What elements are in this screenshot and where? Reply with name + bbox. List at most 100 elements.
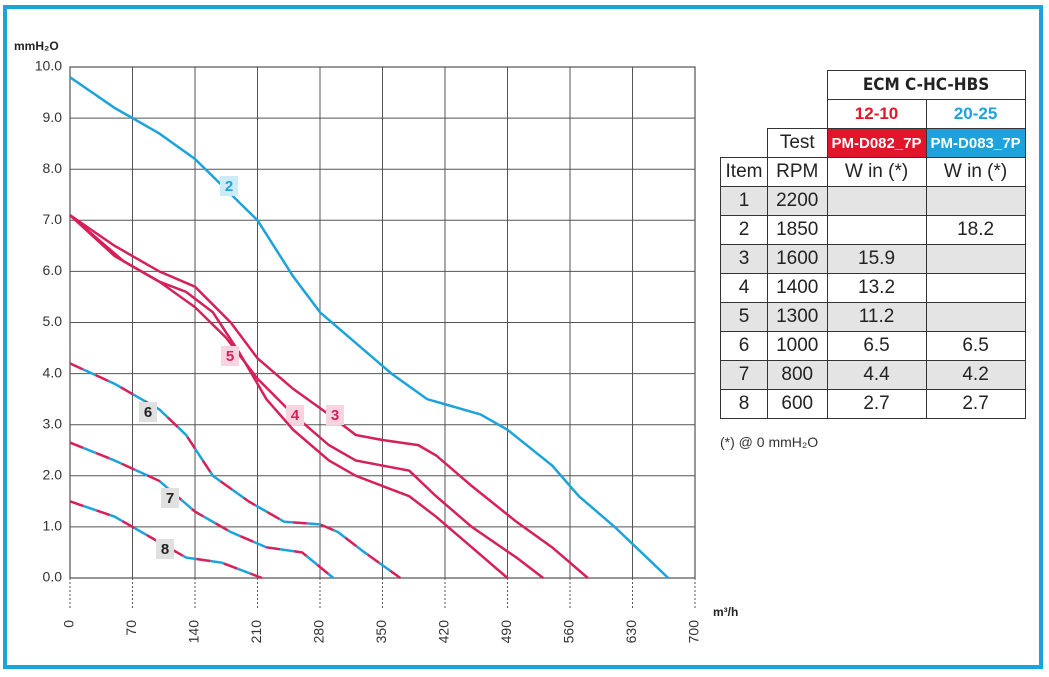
curve-label: 2 [225,178,233,195]
table-cell [925,273,1026,303]
x-tick-label: 210 [248,620,264,644]
table-row: 3 1600 15.9 [720,244,1026,274]
table-group-header: ECM C-HC-HBS [826,70,1026,100]
y-tick-label: 6.0 [43,262,63,278]
table-cell: 1000 [767,331,828,361]
table-cell [925,186,1026,216]
curve-label-bg [156,539,174,559]
x-axis-label: m³/h [713,605,738,619]
x-tick-label: 140 [186,620,202,644]
y-tick-label: 10.0 [35,58,62,74]
footnote: (*) @ 0 mmH₂O [720,434,819,450]
table-row: 8 600 2.7 2.7 [720,389,1026,419]
x-tick-label: 280 [311,620,327,644]
table-size-header: 12-10 [826,99,927,129]
curve-label: 8 [161,541,169,558]
x-tick-label: 0 [61,620,77,628]
curve-label-bg [221,346,239,366]
curve [69,362,402,580]
curve [69,214,509,579]
table-cell: 15.9 [826,244,927,274]
table-cell [925,244,1026,274]
y-tick-label: 0.0 [43,569,63,585]
curve-label-bg [161,488,179,508]
y-tick-label: 5.0 [43,313,63,329]
y-tick-label: 2.0 [43,467,63,483]
table-column-header: W in (*) [925,157,1026,187]
x-tick-label: 350 [373,620,389,644]
table-row: 4 1400 13.2 [720,273,1026,303]
y-tick-label: 7.0 [43,211,63,227]
frame [3,5,1043,669]
y-tick-label: 3.0 [43,415,63,431]
table-cell: 2 [720,215,768,245]
table-cell [925,302,1026,332]
curve [69,362,402,580]
table-row: 6 1000 6.5 6.5 [720,331,1026,361]
table-cell: 4 [720,273,768,303]
x-tick-label: 490 [498,620,514,644]
table: ECM C-HC-HBS 12-10 20-25 Test PM-D082_7P… [720,70,1026,419]
table-cell: 600 [767,389,828,419]
table-cell: 4.2 [925,360,1026,390]
table-cell: 6.5 [826,331,927,361]
x-tick-label: 420 [436,620,452,644]
table-test-header: Test [767,128,828,158]
x-tick-label: 630 [623,620,639,644]
y-tick-label: 1.0 [43,518,63,534]
table-cell: 8 [720,389,768,419]
table-row: 2 1850 18.2 [720,215,1026,245]
curve-label-bg [220,176,238,196]
curve-label: 4 [291,407,300,424]
table-size-header: 20-25 [925,99,1026,129]
table-cell: 1 [720,186,768,216]
table-cell: 1400 [767,273,828,303]
table-cell: 3 [720,244,768,274]
table-column-header: W in (*) [826,157,927,187]
curve [69,441,335,579]
table-column-header: Item [720,157,768,187]
curve [69,214,589,579]
y-tick-label: 4.0 [43,364,63,380]
curve-label: 7 [166,490,174,507]
table-cell [826,186,927,216]
x-tick-label: 700 [686,620,702,644]
curve-label: 6 [144,404,152,421]
curve [69,500,263,580]
table-cell: 2200 [767,186,828,216]
table-column-header: RPM [767,157,828,187]
curve-label-bg [139,402,157,422]
table-cell: 1850 [767,215,828,245]
curve [69,214,544,579]
curve-label-bg [286,405,304,425]
table-cell [826,215,927,245]
curve-label: 5 [226,348,234,365]
x-tick-label: 560 [561,620,577,644]
table-cell: 6 [720,331,768,361]
y-tick-label: 8.0 [43,160,63,176]
table-cell: 13.2 [826,273,927,303]
table-row: 7 800 4.4 4.2 [720,360,1026,390]
curve [69,76,670,579]
y-axis-label: mmH₂O [14,39,59,53]
table-cell: 2.7 [925,389,1026,419]
table-cell: 7 [720,360,768,390]
table-row: 5 1300 11.2 [720,302,1026,332]
table-cell: 1300 [767,302,828,332]
table-model-header: PM-D082_7P [826,128,927,158]
curve [69,441,335,579]
x-tick-label: 70 [123,620,139,636]
table-cell: 11.2 [826,302,927,332]
table-cell: 2.7 [826,389,927,419]
table-row: 1 2200 [720,186,1026,216]
table-model-header: PM-D083_7P [925,128,1026,158]
table-cell: 4.4 [826,360,927,390]
table-cell: 1600 [767,244,828,274]
table-cell: 5 [720,302,768,332]
curve-label: 3 [331,407,339,424]
curve-label-bg [326,405,344,425]
table-cell: 800 [767,360,828,390]
table-cell: 18.2 [925,215,1026,245]
